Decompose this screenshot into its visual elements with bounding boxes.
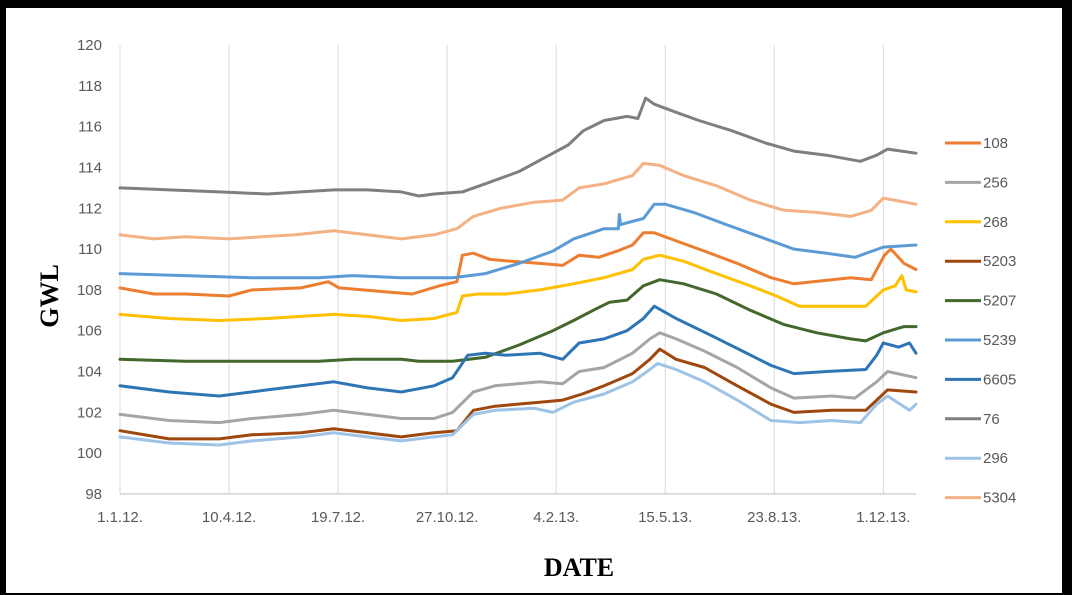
series-line-5203 (118, 347, 918, 441)
series-line-108 (118, 231, 918, 298)
y-tick-label: 112 (78, 200, 102, 217)
series-line-256 (118, 331, 918, 425)
x-axis-ticks: 1.1.12. 10.4.12. 19.7.12. 27.10.12. 4.2.13. 1… (97, 509, 910, 526)
legend-label-76: 76 (983, 411, 1000, 428)
x-tick-label: 4.2.13. (533, 509, 579, 526)
y-axis-title: GWL (35, 264, 64, 328)
x-tick-label: 10.4.12. (202, 509, 256, 526)
grid (119, 45, 916, 495)
series-line-76 (118, 96, 918, 198)
y-tick-label: 102 (77, 404, 102, 421)
x-tick-label: 1.12.13. (856, 509, 910, 526)
legend-label-256: 256 (983, 174, 1008, 191)
y-tick-label: 98 (85, 486, 102, 503)
x-tick-label: 27.10.12. (416, 509, 479, 526)
y-axis-ticks: 98 100 102 104 106 108 110 112 114 116 118 120 (77, 37, 102, 503)
legend-label-6605: 6605 (983, 371, 1016, 388)
x-tick-label: 15.5.13. (638, 509, 692, 526)
legend-label-296: 296 (983, 450, 1008, 467)
y-tick-label: 120 (77, 37, 102, 54)
series-line-296 (118, 361, 918, 447)
legend-label-5239: 5239 (983, 332, 1016, 349)
y-tick-label: 106 (77, 323, 102, 340)
legend-label-5304: 5304 (983, 490, 1016, 507)
legend-label-5203: 5203 (983, 253, 1016, 270)
legend-label-268: 268 (983, 214, 1008, 231)
y-tick-label: 108 (77, 282, 102, 299)
y-tick-label: 114 (78, 159, 102, 176)
series-line-268 (118, 253, 918, 322)
x-tick-label: 23.8.13. (747, 509, 801, 526)
legend: 108 256 268 5203 5207 5239 6605 76 296 5304 (945, 135, 1016, 507)
y-tick-label: 104 (77, 364, 102, 381)
series-line-5304 (118, 161, 918, 241)
legend-label-5207: 5207 (983, 293, 1016, 310)
y-tick-label: 100 (77, 445, 102, 462)
series-line-6605 (118, 304, 918, 398)
x-axis-title: DATE (544, 553, 614, 582)
x-tick-label: 19.7.12. (311, 509, 365, 526)
y-tick-label: 118 (78, 78, 102, 95)
y-tick-label: 116 (78, 119, 102, 136)
legend-label-108: 108 (983, 135, 1008, 152)
series-line-5207 (118, 278, 918, 363)
y-tick-label: 110 (78, 241, 102, 258)
series-line-5239 (118, 202, 918, 280)
series-lines (118, 96, 918, 447)
x-tick-label: 1.1.12. (97, 509, 143, 526)
